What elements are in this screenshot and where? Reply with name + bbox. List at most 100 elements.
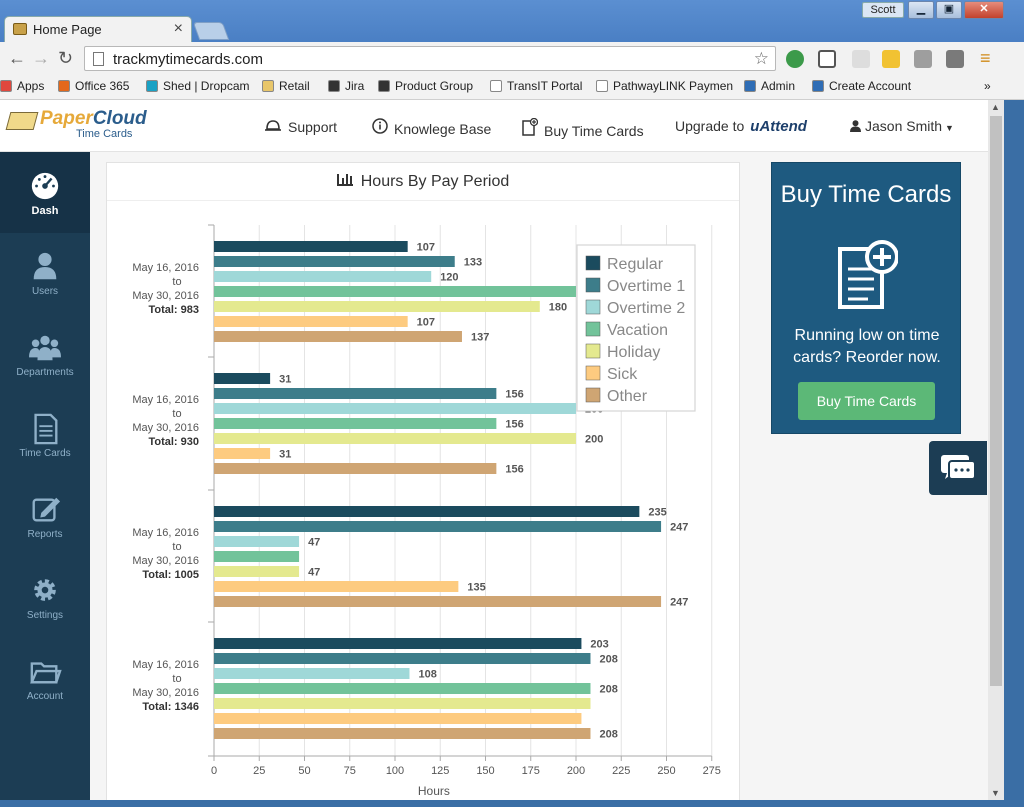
- data-label: 208: [599, 654, 617, 666]
- bookmark-item[interactable]: Office 365: [58, 79, 129, 93]
- data-label: 203: [590, 639, 608, 651]
- chat-button[interactable]: [929, 441, 987, 495]
- bookmarks-overflow-button[interactable]: »: [984, 79, 991, 93]
- close-window-button[interactable]: ✕: [964, 1, 1004, 19]
- chat-icon: [941, 455, 976, 480]
- favicon-icon: [13, 23, 27, 35]
- uattend-logo: uAttend: [750, 118, 807, 135]
- bar: [214, 566, 300, 577]
- data-label: 107: [417, 317, 435, 329]
- bookmark-icon: [744, 80, 756, 92]
- legend-label: Sick: [607, 366, 638, 383]
- category-label: to: [172, 541, 181, 553]
- bookmark-item[interactable]: Admin: [744, 79, 795, 93]
- browser-tab[interactable]: Home Page ×: [4, 16, 192, 42]
- bell-icon: [265, 120, 281, 131]
- page-scrollbar[interactable]: ▲ ▼: [988, 100, 1004, 800]
- bar: [214, 286, 576, 297]
- sidebar-item-label: Reports: [27, 529, 63, 540]
- hangouts-extension-icon[interactable]: [786, 50, 804, 68]
- new-tab-button[interactable]: [192, 22, 230, 40]
- bookmark-item[interactable]: Jira: [328, 79, 364, 93]
- data-label: 47: [308, 537, 320, 549]
- bookmark-item[interactable]: Retail: [262, 79, 310, 93]
- nav-support[interactable]: Support: [264, 118, 337, 135]
- bookmark-item[interactable]: Create Account: [812, 79, 911, 93]
- user-name: Jason Smith: [865, 118, 943, 134]
- data-label: 247: [670, 597, 688, 609]
- category-label: May 16, 2016: [132, 527, 199, 539]
- bookmark-item[interactable]: TransIT Portal: [490, 79, 582, 93]
- x-tick-label: 200: [567, 765, 585, 777]
- sidebar-item-label: Time Cards: [19, 448, 71, 459]
- legend-label: Overtime 2: [607, 300, 685, 317]
- maximize-button[interactable]: ▣: [936, 1, 962, 19]
- buy-time-cards-button[interactable]: Buy Time Cards: [798, 382, 935, 420]
- bar: [214, 403, 576, 414]
- data-label: 208: [599, 684, 617, 696]
- legend-swatch: [585, 387, 601, 403]
- profile-chip[interactable]: Scott: [862, 2, 904, 18]
- category-total: Total: 1005: [142, 569, 199, 581]
- user-menu[interactable]: Jason Smith ▼: [850, 118, 954, 134]
- sidebar-item-account[interactable]: Account: [0, 638, 90, 719]
- bar: [214, 596, 662, 607]
- sidebar-item-settings[interactable]: Settings: [0, 557, 90, 638]
- x-tick-label: 100: [386, 765, 404, 777]
- nav-knowledge-base-label: Knowlege Base: [394, 121, 492, 137]
- data-label: 31: [279, 449, 291, 461]
- url-text[interactable]: trackmytimecards.com: [113, 51, 264, 68]
- shield-extension-icon[interactable]: [946, 50, 964, 68]
- sidebar-item-departments[interactable]: Departments: [0, 314, 90, 395]
- upgrade-label: Upgrade to: [675, 118, 745, 134]
- bookmark-star-icon[interactable]: ☆: [753, 49, 769, 68]
- bar: [214, 713, 582, 724]
- logo[interactable]: PaperCloud: [40, 108, 147, 130]
- data-label: 133: [464, 257, 482, 269]
- reload-icon[interactable]: ↻: [58, 48, 74, 68]
- sidebar-item-time-cards[interactable]: Time Cards: [0, 395, 90, 476]
- sidebar-item-users[interactable]: Users: [0, 233, 90, 314]
- scroll-up-icon[interactable]: ▲: [991, 102, 1000, 112]
- cursor-extension-icon[interactable]: [852, 50, 870, 68]
- buy-panel-title: Buy Time Cards: [780, 181, 952, 208]
- bookmark-item[interactable]: Apps: [0, 79, 44, 93]
- tab-close-icon[interactable]: ×: [173, 20, 183, 37]
- bookmark-icon: [378, 80, 390, 92]
- data-label: 180: [549, 302, 567, 314]
- category-label: May 30, 2016: [132, 687, 199, 699]
- x-tick-label: 50: [298, 765, 310, 777]
- cast-icon[interactable]: [818, 50, 836, 68]
- legend-swatch: [585, 321, 601, 337]
- data-label: 135: [467, 582, 485, 594]
- lock-extension-icon[interactable]: [882, 50, 900, 68]
- bookmark-icon: [490, 80, 502, 92]
- nav-upgrade-uattend[interactable]: Upgrade to uAttend: [675, 118, 807, 135]
- hours-bar-chart: 0 25 50 75 100 125 150 175 200 225 250 275 Hours May …: [132, 224, 721, 798]
- scroll-thumb[interactable]: [990, 116, 1002, 686]
- sidebar-item-reports[interactable]: Reports: [0, 476, 90, 557]
- nav-knowledge-base[interactable]: Knowlege Base: [372, 118, 491, 137]
- chart-header: Hours By Pay Period: [107, 163, 739, 201]
- menu-icon[interactable]: ≡: [980, 48, 991, 68]
- bookmark-item[interactable]: Product Group: [378, 79, 473, 93]
- bookmark-item[interactable]: Shed | Dropcam: [146, 79, 250, 93]
- minimize-button[interactable]: ▁: [908, 1, 934, 19]
- category-label: May 30, 2016: [132, 422, 199, 434]
- bar: [214, 256, 455, 267]
- data-label: 156: [505, 464, 523, 476]
- scroll-down-icon[interactable]: ▼: [991, 788, 1000, 798]
- nav-buy-time-cards[interactable]: Buy Time Cards: [522, 118, 644, 139]
- forward-icon[interactable]: →: [32, 48, 50, 68]
- g-extension-icon[interactable]: [914, 50, 932, 68]
- back-icon[interactable]: ←: [8, 48, 26, 68]
- bookmark-label: Apps: [17, 79, 45, 93]
- bar: [214, 683, 591, 694]
- category-label: May 30, 2016: [132, 290, 199, 302]
- bar: [214, 506, 640, 517]
- bookmark-icon: [262, 80, 274, 92]
- address-bar[interactable]: trackmytimecards.com ☆: [84, 46, 776, 71]
- category-label: May 16, 2016: [132, 262, 199, 274]
- bookmark-item[interactable]: PathwayLINK Paymen: [596, 79, 733, 93]
- sidebar-item-dash[interactable]: Dash: [0, 152, 90, 233]
